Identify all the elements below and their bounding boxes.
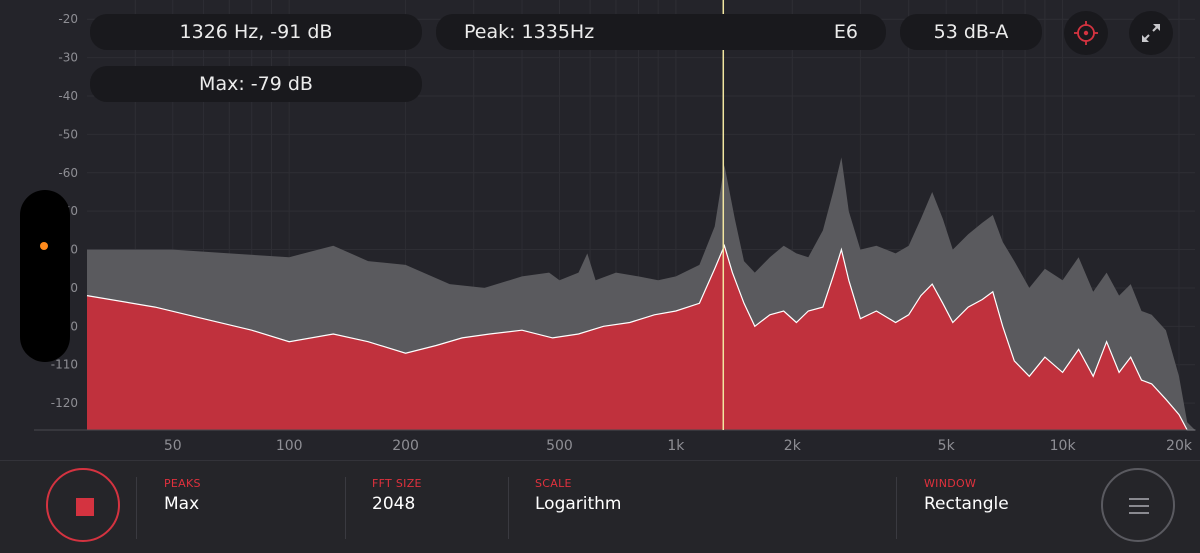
- divider: [345, 477, 346, 539]
- divider: [896, 477, 897, 539]
- y-tick-label: -40: [58, 89, 78, 103]
- x-tick-label: 20k: [1166, 438, 1193, 454]
- spectrum-line: [86, 243, 1195, 431]
- y-tick-label: -120: [51, 396, 78, 410]
- menu-icon: [1129, 498, 1149, 500]
- max-readout: Max: -79 dB: [90, 66, 422, 102]
- x-tick-label: 5k: [938, 438, 956, 454]
- slider-handle[interactable]: [40, 242, 48, 250]
- x-tick-label: 2k: [784, 438, 802, 454]
- setting-value: Rectangle: [924, 494, 1009, 514]
- setting-label: FFT SIZE: [372, 477, 422, 490]
- gain-slider[interactable]: [20, 190, 70, 362]
- menu-button[interactable]: [1101, 468, 1175, 542]
- menu-icon-line: [1129, 512, 1149, 514]
- stop-button[interactable]: [46, 468, 120, 542]
- crosshair-icon: [1074, 21, 1098, 45]
- y-tick-label: -50: [58, 127, 78, 141]
- settings-bar: PEAKS Max FFT SIZE 2048 SCALE Logarithm …: [0, 460, 1200, 553]
- peak-readout: Peak: 1335Hz: [464, 21, 595, 43]
- expand-icon: [1142, 24, 1160, 42]
- y-tick-label: -110: [51, 358, 78, 372]
- x-tick-label: 500: [546, 438, 573, 454]
- spectrum-area: [87, 245, 1195, 430]
- setting-value: 2048: [372, 494, 416, 514]
- x-tick-label: 100: [276, 438, 303, 454]
- setting-label: WINDOW: [924, 477, 977, 490]
- stop-icon: [76, 498, 94, 516]
- level-readout: 53 dB-A: [900, 14, 1042, 50]
- x-tick-labels: 50 100 200 500 1k 2k 5k 10k 20k: [164, 438, 1193, 454]
- cursor-readout: 1326 Hz, -91 dB: [90, 14, 422, 50]
- setting-window[interactable]: WINDOW Rectangle: [924, 461, 1074, 523]
- peak-readout-pill: Peak: 1335Hz E6: [436, 14, 886, 50]
- menu-icon-line: [1129, 505, 1149, 507]
- setting-scale[interactable]: SCALE Logarithm: [535, 461, 875, 523]
- setting-peaks[interactable]: PEAKS Max: [164, 461, 334, 523]
- crosshair-button[interactable]: [1064, 11, 1108, 55]
- divider: [136, 477, 137, 539]
- setting-label: SCALE: [535, 477, 572, 490]
- setting-label: PEAKS: [164, 477, 201, 490]
- spectrum-plot[interactable]: 50 100 200 500 1k 2k 5k 10k 20k -20 -30 -40 -50 -60 -…: [0, 0, 1200, 460]
- y-tick-label: -20: [58, 12, 78, 26]
- setting-fft-size[interactable]: FFT SIZE 2048: [372, 461, 492, 523]
- expand-button[interactable]: [1129, 11, 1173, 55]
- x-tick-label: 10k: [1050, 438, 1077, 454]
- y-tick-label: -60: [58, 166, 78, 180]
- x-tick-label: 1k: [667, 438, 685, 454]
- x-tick-label: 200: [392, 438, 419, 454]
- note-readout: E6: [833, 21, 858, 43]
- divider: [508, 477, 509, 539]
- x-tick-label: 50: [164, 438, 182, 454]
- setting-value: Logarithm: [535, 494, 622, 514]
- setting-value: Max: [164, 494, 200, 514]
- y-tick-label: -30: [58, 51, 78, 65]
